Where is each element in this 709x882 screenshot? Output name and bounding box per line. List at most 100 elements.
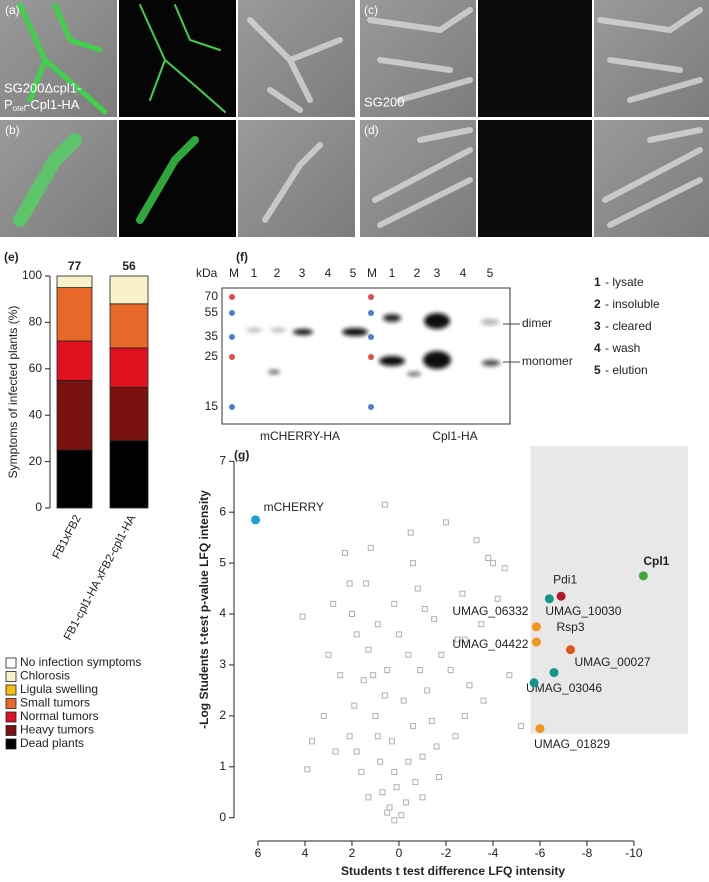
point	[405, 651, 412, 658]
point	[433, 743, 440, 750]
legend-label: Small tumors	[20, 696, 90, 710]
point	[395, 631, 402, 638]
point	[381, 501, 388, 508]
bar-segment	[109, 386, 149, 442]
ladder	[229, 294, 374, 410]
lane-label: 1	[251, 266, 258, 280]
point-label: UMAG_10030	[545, 604, 621, 618]
fraction-label: - lysate	[605, 275, 644, 289]
point	[421, 605, 428, 612]
point	[461, 636, 468, 643]
bar-segment	[109, 275, 149, 305]
legend-swatch	[5, 671, 17, 682]
point	[379, 789, 386, 796]
point	[386, 804, 393, 811]
point	[466, 682, 473, 689]
point	[391, 817, 398, 824]
fraction-number: 3	[594, 319, 601, 333]
point	[393, 784, 400, 791]
band-label: monomer	[522, 354, 573, 368]
lane-label: 4	[325, 266, 332, 280]
y-axis-label: -Log Students t-test p-value LFQ intensi…	[197, 490, 211, 729]
image	[478, 0, 592, 117]
bar-segment	[109, 347, 149, 388]
x-axis-label: Students t test difference LFQ intensity	[341, 864, 565, 878]
x-tick-label: -2	[441, 846, 452, 860]
point	[501, 565, 508, 572]
marker-label: 55	[205, 305, 219, 319]
point	[372, 712, 379, 719]
y-tick-label: 6	[219, 504, 226, 518]
point	[320, 712, 327, 719]
point	[337, 672, 344, 679]
fraction-label: - elution	[605, 363, 648, 377]
point	[405, 758, 412, 765]
y-tick-label: 100	[22, 268, 42, 282]
point	[332, 748, 339, 755]
point	[346, 733, 353, 740]
point-label: UMAG_03046	[526, 681, 602, 695]
bar-segment	[56, 287, 93, 342]
point	[384, 809, 391, 816]
bar-segment	[109, 440, 149, 509]
panel-tag: (g)	[234, 448, 249, 462]
lane-label: 3	[434, 266, 441, 280]
y-tick-label: 0	[35, 500, 42, 514]
y-tick-label: 40	[29, 407, 43, 421]
highlight-point	[251, 515, 261, 525]
lane-label: 3	[299, 266, 306, 280]
blot-frame	[221, 287, 511, 425]
fraction-number: 1	[594, 275, 601, 289]
point-label: UMAG_01829	[534, 737, 610, 751]
x-tick-label: 6	[255, 846, 262, 860]
point	[309, 738, 316, 745]
point	[485, 555, 492, 562]
x-tick-label: -4	[488, 846, 499, 860]
point	[363, 580, 370, 587]
fraction-label: - wash	[605, 341, 640, 355]
point	[370, 672, 377, 679]
point	[360, 677, 367, 684]
y-tick-label: 0	[219, 810, 226, 824]
point	[419, 794, 426, 801]
legend-swatch	[5, 738, 17, 750]
bands	[246, 313, 500, 376]
strain-label-part: -Cpl1-HA	[26, 97, 80, 112]
point	[365, 646, 372, 653]
point	[461, 712, 468, 719]
point	[398, 812, 405, 819]
point	[358, 768, 365, 775]
point	[391, 768, 398, 775]
highlight-point	[549, 668, 559, 678]
point	[384, 667, 391, 674]
point	[447, 667, 454, 674]
point	[365, 794, 372, 801]
point	[325, 651, 332, 658]
point	[304, 766, 311, 773]
strain-label: Potef-Cpl1-HA	[4, 97, 80, 113]
legend-label: Heavy tumors	[20, 723, 94, 737]
highlight-point	[531, 637, 541, 647]
point	[381, 692, 388, 699]
panel-tag: (d)	[364, 123, 379, 137]
point	[478, 621, 485, 628]
highlight-point	[531, 622, 541, 632]
point	[353, 748, 360, 755]
point	[459, 590, 466, 597]
fraction-number: 4	[594, 341, 601, 355]
lane-label: 2	[274, 266, 281, 280]
point	[403, 799, 410, 806]
legend-label: Ligula swelling	[20, 682, 98, 696]
band-label: dimer	[522, 316, 552, 330]
legend-swatch	[5, 657, 17, 669]
x-tick-label: 2	[349, 846, 356, 860]
fraction-label: - cleared	[605, 319, 652, 333]
y-tick-label: 1	[219, 759, 226, 773]
x-tick-label: 4	[302, 846, 309, 860]
fraction-number: 2	[594, 297, 601, 311]
lane-label: 1	[389, 266, 396, 280]
highlight-point	[529, 678, 539, 688]
image	[119, 0, 236, 117]
point	[412, 779, 419, 786]
